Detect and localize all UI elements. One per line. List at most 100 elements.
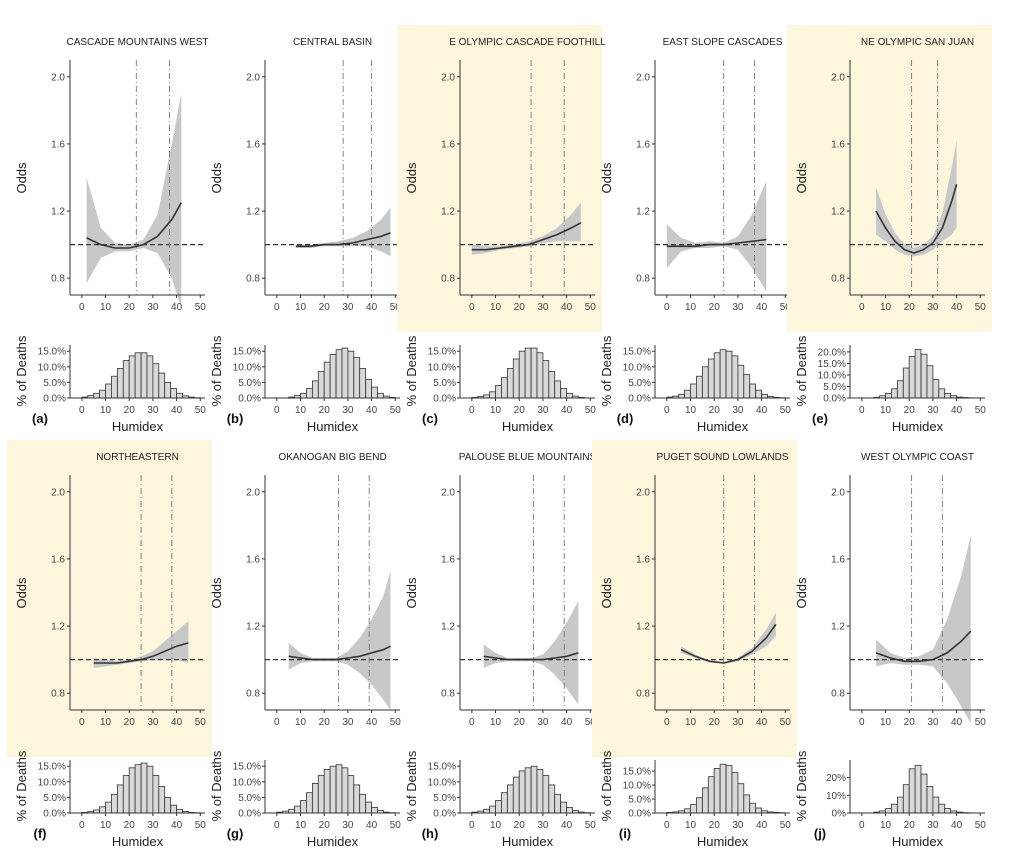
x-tick-label: 20 <box>709 302 721 313</box>
hist-bar <box>749 802 757 814</box>
hist-y-tick-label: 5.0% <box>238 793 261 804</box>
x-tick-label: 40 <box>951 717 963 728</box>
hist-bar <box>920 353 928 399</box>
hist-x-tick-label: 0 <box>469 405 475 416</box>
hist-bar <box>93 392 100 399</box>
x-tick-label: 0 <box>79 302 85 313</box>
hist-bar <box>359 367 367 399</box>
hist-y-tick-label: 5.0% <box>433 378 456 389</box>
y-tick-label: 2.0 <box>831 487 845 498</box>
hist-bar <box>908 356 916 399</box>
hist-bar <box>725 765 733 814</box>
hist-x-tick-label: 50 <box>390 820 402 831</box>
deaths-axis-label: % of Deaths <box>404 335 419 406</box>
x-tick-label: 40 <box>756 717 768 728</box>
hist-x-tick-label: 20 <box>514 405 526 416</box>
hist-x-tick-label: 10 <box>100 820 112 831</box>
x-tick-label: 10 <box>685 302 697 313</box>
hist-x-tick-label: 10 <box>295 405 307 416</box>
hist-x-tick-label: 20 <box>904 405 916 416</box>
x-tick-label: 30 <box>147 717 159 728</box>
hist-bar <box>105 801 112 814</box>
odds-axis-label: Odds <box>404 577 419 609</box>
x-tick-label: 10 <box>490 717 502 728</box>
hist-bar <box>111 793 118 814</box>
hist-y-tick-label: 0.0% <box>628 809 651 820</box>
x-tick-label: 10 <box>880 302 892 313</box>
panel-label: (b) <box>227 411 244 426</box>
hist-y-tick-label: 10.0% <box>38 362 66 373</box>
hist-bar <box>719 349 727 399</box>
hist-x-tick-label: 40 <box>171 820 183 831</box>
x-tick-label: 0 <box>469 717 475 728</box>
y-tick-label: 1.6 <box>51 554 65 565</box>
hist-bar <box>512 776 520 814</box>
hist-bar <box>536 769 544 814</box>
x-tick-label: 30 <box>342 302 354 313</box>
x-tick-label: 0 <box>859 302 865 313</box>
y-tick-label: 1.6 <box>441 139 455 150</box>
hist-bar <box>920 773 928 814</box>
hist-bar <box>885 392 892 399</box>
hist-bar <box>731 355 739 399</box>
hist-bar <box>696 797 703 814</box>
odds-axis-label: Odds <box>599 577 614 609</box>
hist-x-tick-label: 30 <box>537 820 549 831</box>
hist-bar <box>300 800 307 814</box>
hist-bar <box>512 358 520 399</box>
hist-bar <box>99 389 106 399</box>
y-tick-label: 1.2 <box>246 622 260 633</box>
hist-bar <box>311 783 319 814</box>
odds-curve <box>288 645 391 661</box>
humidex-axis-label: Humidex <box>502 834 554 849</box>
hist-bar <box>500 792 508 814</box>
y-tick-label: 2.0 <box>246 72 260 83</box>
panel-title: NORTHEASTERN <box>96 452 179 463</box>
x-tick-label: 30 <box>147 302 159 313</box>
hist-y-tick-label: 5.0% <box>43 378 66 389</box>
hist-bar <box>377 392 384 399</box>
hist-bar <box>329 353 337 399</box>
hist-bar <box>914 764 922 814</box>
hist-x-tick-label: 0 <box>664 820 670 831</box>
hist-bar <box>152 363 160 399</box>
hist-y-tick-label: 5.0% <box>823 382 846 393</box>
hist-bar <box>891 388 898 399</box>
x-tick-label: 0 <box>469 302 475 313</box>
hist-x-tick-label: 40 <box>951 405 963 416</box>
hist-y-tick-label: 10% <box>826 791 846 802</box>
hist-y-tick-label: 10.0% <box>428 362 456 373</box>
odds-axis-label: Odds <box>209 162 224 194</box>
hist-x-tick-label: 30 <box>732 405 744 416</box>
hist-x-tick-label: 10 <box>490 820 502 831</box>
hist-y-tick-label: 0.0% <box>433 394 456 405</box>
x-tick-label: 40 <box>366 717 378 728</box>
panel-a: CASCADE MOUNTAINS WEST 0.8 1.2 1.6 2.0 0 10 20 3… <box>14 37 209 434</box>
hist-x-tick-label: 40 <box>756 405 768 416</box>
odds-curve <box>483 652 579 661</box>
hist-y-tick-label: 15.0% <box>818 359 846 370</box>
humidex-axis-label: Humidex <box>112 419 164 434</box>
odds-curve <box>666 238 767 248</box>
y-tick-label: 1.2 <box>51 622 65 633</box>
hist-bar <box>684 808 691 814</box>
hist-x-tick-label: 0 <box>274 405 280 416</box>
hist-bar <box>300 392 307 399</box>
x-tick-label: 30 <box>537 717 549 728</box>
hist-bar <box>164 381 171 399</box>
hist-bar <box>944 808 952 814</box>
hist-x-tick-label: 50 <box>780 820 792 831</box>
hist-y-tick-label: 10.0% <box>233 362 261 373</box>
hist-bar <box>489 805 496 814</box>
x-tick-label: 50 <box>195 302 207 313</box>
hist-y-tick-label: 0.0% <box>238 809 261 820</box>
hist-bar <box>347 350 355 399</box>
hist-y-tick-label: 15.0% <box>428 762 456 773</box>
panel-title: OKANOGAN BIG BEND <box>278 452 386 463</box>
hist-x-tick-label: 50 <box>195 405 207 416</box>
y-tick-label: 2.0 <box>51 72 65 83</box>
x-tick-label: 50 <box>975 717 987 728</box>
hist-y-tick-label: 10.0% <box>428 777 456 788</box>
hist-bar <box>140 352 148 399</box>
hist-bar <box>483 808 491 814</box>
